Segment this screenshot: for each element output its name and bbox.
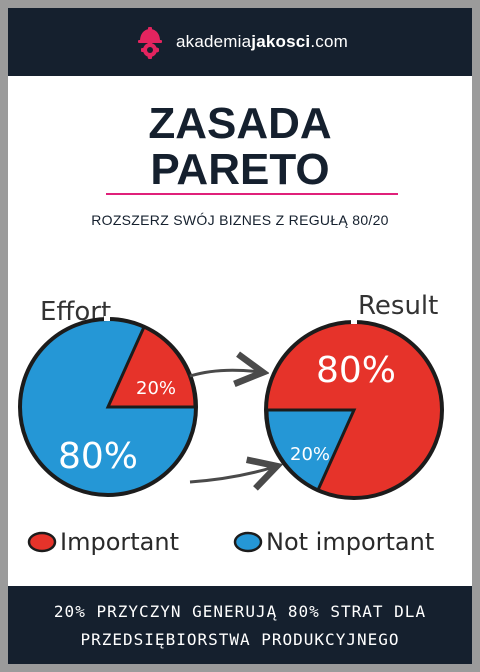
header-bar: akademiajakosci.com <box>8 8 472 76</box>
arrow-top <box>189 370 260 376</box>
result-pie: 20% 80% <box>264 319 444 500</box>
legend-important-label: Important <box>60 528 179 556</box>
page-title-line2: PARETO <box>150 145 330 194</box>
brand-prefix: akademia <box>175 32 252 51</box>
effort-large-label: 80% <box>58 436 138 477</box>
effort-tick <box>104 316 110 321</box>
title-divider <box>106 193 398 195</box>
result-tick <box>351 319 357 324</box>
legend-not-important-swatch <box>233 531 263 553</box>
poster-card: akademiajakosci.com ZASADA PARETO ROZSZE… <box>8 8 472 664</box>
legend-important-swatch <box>27 531 57 553</box>
legend-not-important-label: Not important <box>266 528 434 556</box>
page-title-line1: ZASADA <box>148 99 332 148</box>
result-large-label: 80% <box>316 350 396 391</box>
gear-helmet-logo-icon <box>137 27 162 59</box>
brand-suffix: .com <box>310 32 348 51</box>
result-slice-small <box>265 408 357 492</box>
page-subtitle: ROZSZERZ SWÓJ BIZNES Z REGUŁĄ 80/20 <box>91 212 389 228</box>
footer-line1: 20% PRZYCZYN GENERUJĄ 80% STRAT DLA <box>53 602 427 621</box>
effort-small-label: 20% <box>136 378 176 399</box>
effort-slice-small <box>105 325 197 409</box>
brand-name: akademiajakosci.com <box>176 32 348 52</box>
result-small-label: 20% <box>290 444 330 465</box>
pareto-illustration: Effort 20% 80% Result 20% 80% Important … <box>18 291 444 556</box>
footer-bar: 20% PRZYCZYN GENERUJĄ 80% STRAT DLA PRZE… <box>8 586 472 664</box>
footer-line2: PRZEDSIĘBIORSTWA PRODUKCYJNEGO <box>80 630 400 649</box>
legend: Important Not important <box>27 528 434 556</box>
arrow-bottom <box>189 467 274 482</box>
result-label: Result <box>358 291 438 321</box>
effort-pie: 20% 80% <box>18 316 198 497</box>
brand-bold: jakosci <box>251 32 311 51</box>
